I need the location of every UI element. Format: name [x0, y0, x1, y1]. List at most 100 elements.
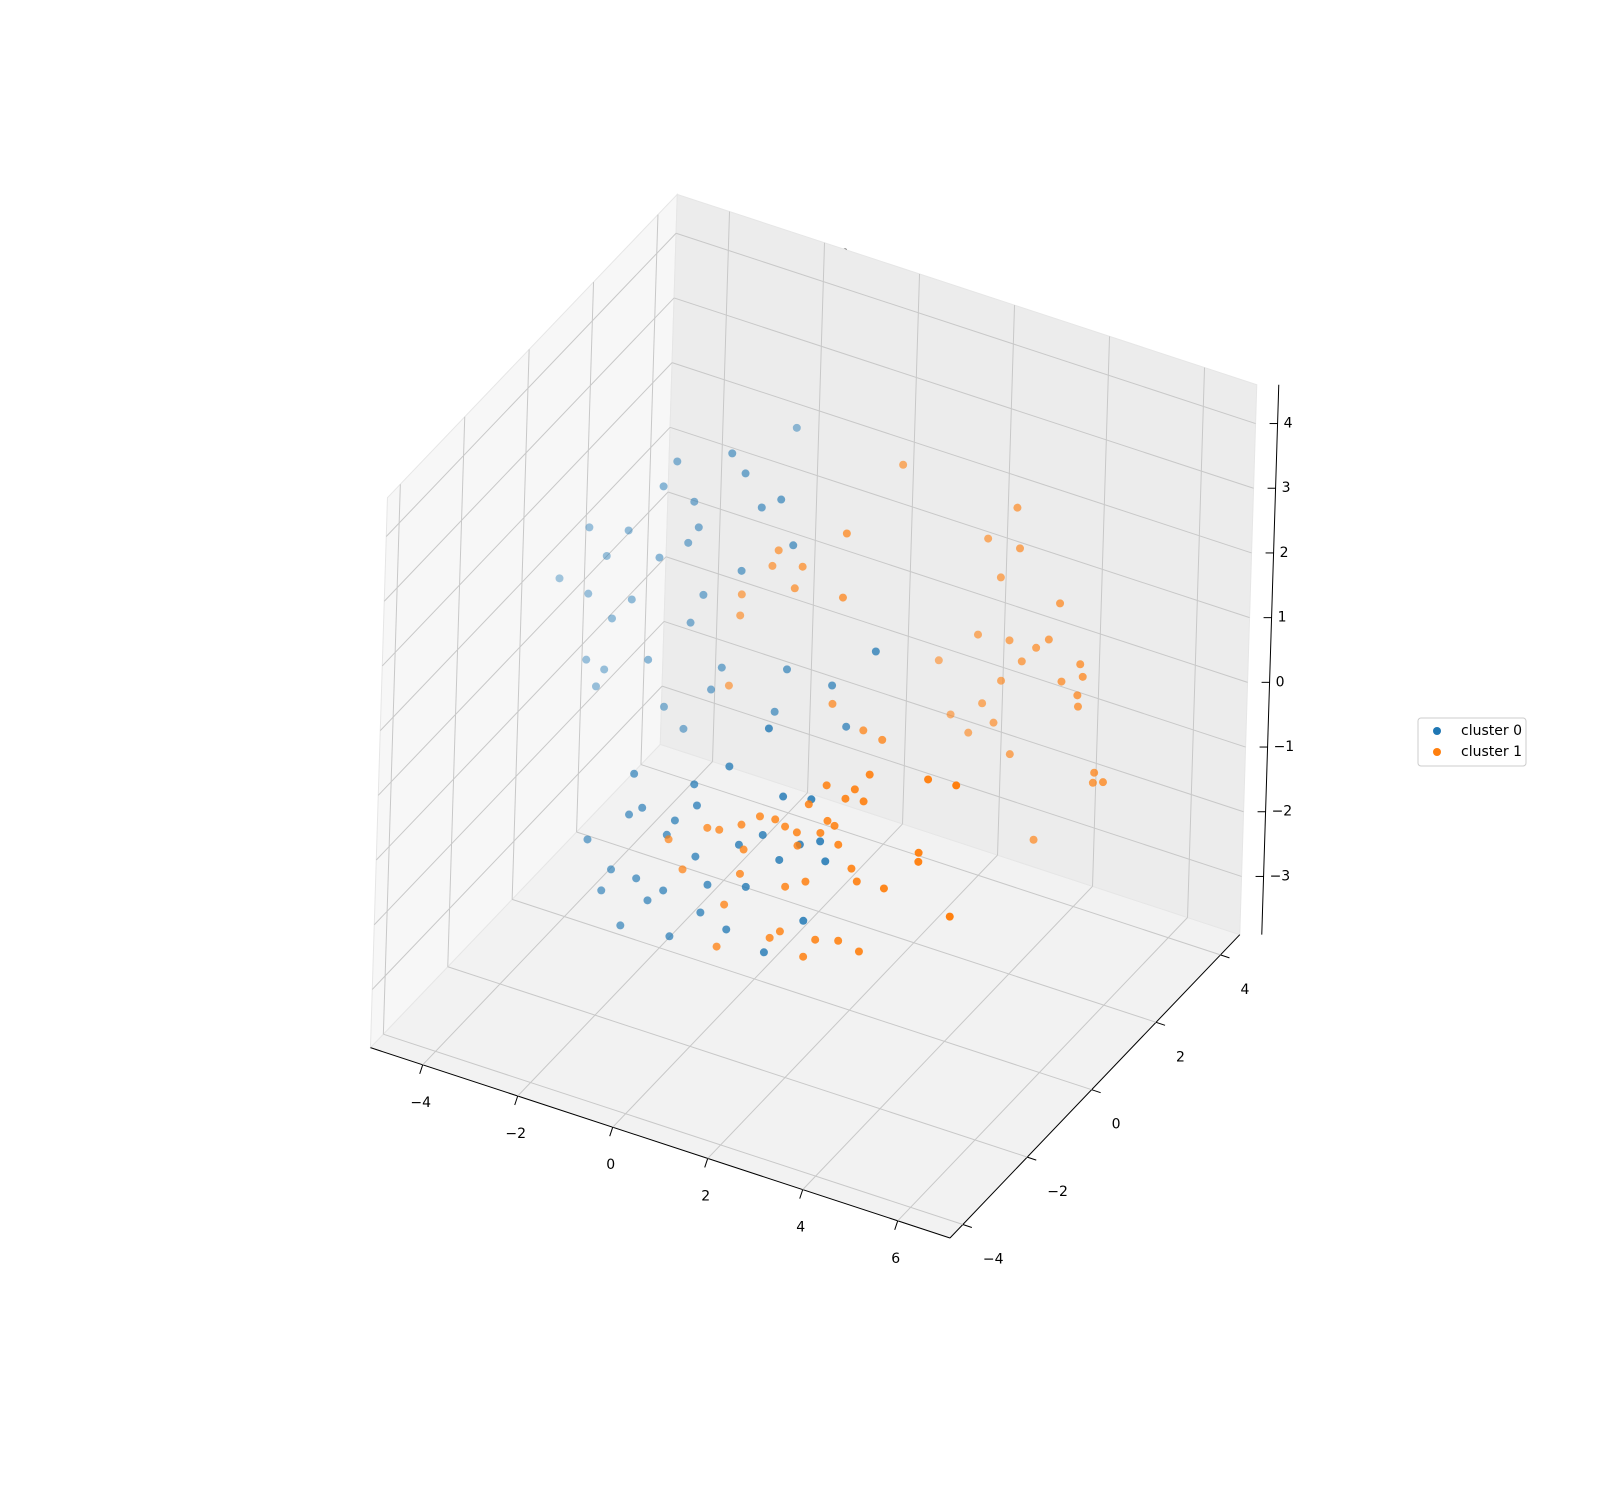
grid-line [665, 556, 1246, 748]
data-point [691, 852, 700, 861]
data-point [659, 702, 668, 711]
x-tick-label: 2 [701, 1188, 710, 1204]
data-point [584, 589, 593, 598]
data-point [978, 699, 987, 708]
data-point [834, 840, 843, 849]
data-point [632, 874, 641, 883]
data-point [724, 681, 733, 690]
data-point [665, 932, 674, 941]
data-point [725, 762, 734, 771]
x-tick [514, 1095, 519, 1106]
grid-line [902, 273, 921, 824]
data-point [1088, 778, 1097, 787]
data-point [768, 561, 777, 570]
data-point [804, 800, 813, 809]
grid-line [511, 349, 530, 900]
grid-line [375, 556, 667, 861]
data-point [774, 546, 783, 555]
grid-line [447, 416, 466, 967]
data-point [838, 593, 847, 602]
grid-line [373, 621, 665, 926]
data-point [686, 618, 695, 627]
grid-line [673, 297, 1254, 489]
data-point [692, 801, 701, 810]
data-point [1076, 660, 1085, 669]
data-point [703, 823, 712, 832]
data-point [764, 724, 773, 733]
grid-line [371, 685, 663, 990]
grid-line [661, 685, 1242, 877]
data-point [793, 841, 802, 850]
data-point [583, 835, 592, 844]
data-point [736, 611, 745, 620]
data-point [789, 541, 798, 550]
data-point [775, 927, 784, 936]
legend-marker [1433, 727, 1441, 735]
data-point [602, 551, 611, 560]
data-point [823, 816, 832, 825]
data-point [822, 781, 831, 790]
data-point [828, 699, 837, 708]
data-point [878, 735, 887, 744]
data-point [1098, 778, 1107, 787]
data-point [703, 880, 712, 889]
data-point [996, 573, 1005, 582]
data-point [735, 869, 744, 878]
data-point [854, 947, 863, 956]
x-tick [419, 1064, 424, 1074]
data-point [717, 663, 726, 672]
data-point [781, 822, 790, 831]
grid-line [1092, 336, 1111, 887]
data-point [690, 780, 699, 789]
z-tick-label: 2 [1280, 545, 1289, 561]
data-point [821, 857, 830, 866]
data-point [722, 925, 731, 934]
data-point [659, 886, 668, 895]
data-point [1013, 503, 1022, 512]
data-point [779, 792, 788, 801]
data-point [984, 534, 993, 543]
grid-line [383, 297, 675, 602]
z-tick-label: 1 [1278, 610, 1287, 626]
data-point [914, 848, 923, 857]
grid-line [511, 898, 1092, 1091]
data-point [792, 828, 801, 837]
data-point [737, 590, 746, 599]
data-point [952, 781, 961, 790]
data-point [757, 503, 766, 512]
data-point [759, 948, 768, 957]
data-point [1090, 768, 1099, 777]
data-point [673, 457, 682, 466]
data-point [664, 835, 673, 844]
data-point [934, 656, 943, 665]
data-point [830, 821, 839, 830]
data-point [973, 630, 982, 639]
data-point [871, 647, 880, 656]
data-point [720, 900, 729, 909]
data-point [616, 921, 625, 930]
grid-line [997, 305, 1016, 856]
y-axis-line [949, 934, 1241, 1239]
data-point [781, 882, 790, 891]
data-point [659, 482, 668, 491]
z-tick-label: −2 [1272, 804, 1293, 820]
grid-line [640, 214, 659, 765]
data-point [1078, 672, 1087, 681]
y-tick [1155, 1021, 1166, 1026]
data-point [699, 590, 708, 599]
grid-line [379, 426, 671, 731]
data-point [555, 574, 564, 583]
data-point [799, 916, 808, 925]
data-point [582, 655, 591, 664]
x-tick [894, 1220, 899, 1230]
data-point [597, 886, 606, 895]
x-tick [704, 1158, 709, 1168]
z-tick-label: −1 [1274, 739, 1295, 755]
x-tick-label: 6 [891, 1251, 900, 1267]
data-point [1016, 544, 1025, 553]
data-point [741, 882, 750, 891]
data-point [777, 495, 786, 504]
x-tick [799, 1189, 804, 1199]
grid-line [669, 426, 1250, 619]
